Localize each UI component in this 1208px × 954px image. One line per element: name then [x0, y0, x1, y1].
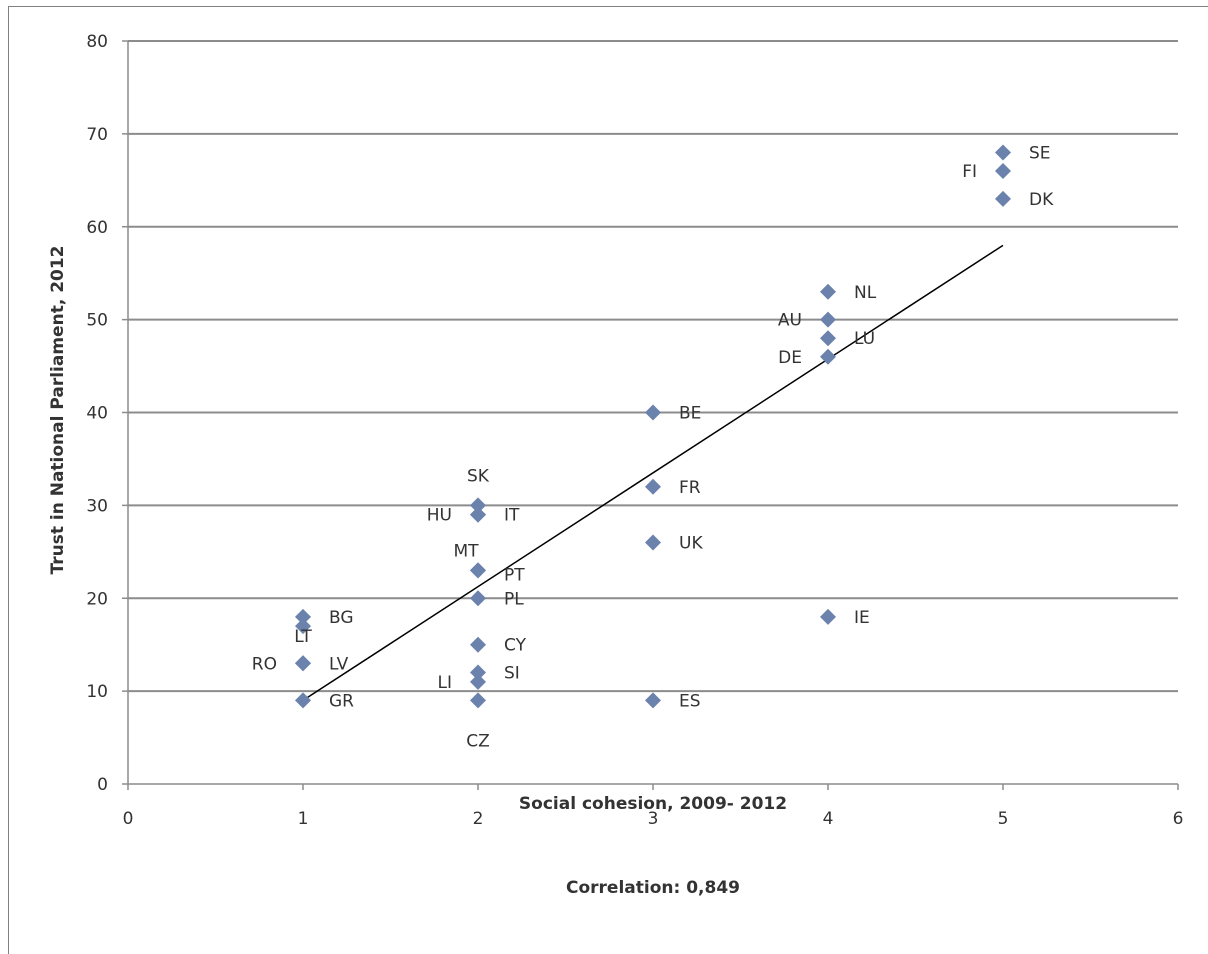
data-point-cy: [470, 636, 486, 653]
data-point-lt: [295, 618, 311, 635]
y-tick-label: 0: [97, 775, 108, 795]
data-point-li: [470, 673, 486, 690]
frame-border: [8, 6, 9, 954]
point-label-fr: FR: [679, 478, 701, 498]
trendline-group: [302, 244, 1004, 702]
x-tick-labels: 0 1 2 3 4 5 6: [123, 809, 1184, 829]
point-label-cy: CY: [504, 636, 527, 656]
x-tick-label: 5: [998, 809, 1009, 829]
point-label-si: SI: [504, 664, 520, 684]
data-point-fi: [995, 163, 1011, 180]
data-point-lv: [295, 655, 311, 672]
data-point-be: [645, 404, 661, 421]
y-tick-label: 70: [86, 125, 108, 145]
point-label-pl: PL: [504, 589, 524, 609]
y-tick-label: 40: [86, 404, 108, 424]
point-label-se: SE: [1029, 143, 1051, 163]
point-label-fi: FI: [962, 162, 977, 182]
data-point-de: [820, 348, 836, 365]
point-label-gr: GR: [329, 691, 354, 711]
y-tick-label: 60: [86, 218, 108, 238]
y-tick-labels: 0 10 20 30 40 50 60 70 80: [86, 32, 108, 795]
data-points: [295, 144, 1011, 709]
data-point-dk: [995, 190, 1011, 207]
data-point-lu: [820, 330, 836, 347]
data-point-pl: [470, 590, 486, 607]
point-label-ro: RO: [252, 654, 277, 674]
x-tick-label: 0: [123, 809, 134, 829]
point-label-lu: LU: [854, 329, 875, 349]
gridlines: [128, 40, 1178, 693]
point-label-hu: HU: [427, 506, 452, 526]
y-tick-label: 10: [86, 682, 108, 702]
data-point-fr: [645, 478, 661, 495]
data-point-gr: [295, 692, 311, 709]
point-label-sk: SK: [467, 466, 490, 486]
point-label-cz: CZ: [466, 731, 490, 751]
data-point-nl: [820, 283, 836, 300]
point-label-de: DE: [778, 348, 802, 368]
y-axis-title: Trust in National Parliament, 2012: [48, 245, 68, 574]
data-point-se: [995, 144, 1011, 161]
point-label-lv: LV: [329, 654, 349, 674]
y-tick-label: 30: [86, 496, 108, 516]
point-label-nl: NL: [854, 283, 877, 303]
data-point-cz: [470, 692, 486, 709]
point-label-es: ES: [679, 691, 701, 711]
x-axis-title: Social cohesion, 2009- 2012: [519, 794, 787, 814]
point-label-it: IT: [504, 506, 520, 526]
point-label-dk: DK: [1029, 190, 1054, 210]
data-point-pt: [470, 562, 486, 579]
point-label-uk: UK: [679, 534, 703, 554]
point-label-ie: IE: [854, 608, 870, 628]
data-point-au: [820, 311, 836, 328]
y-tick-label: 50: [86, 311, 108, 331]
point-label-bg: BG: [329, 608, 354, 628]
data-point-si: [470, 664, 486, 681]
y-tick-label: 20: [86, 589, 108, 609]
data-point-sk: [470, 497, 486, 514]
point-label-li: LI: [438, 673, 453, 693]
point-label-lt: LT: [294, 627, 312, 647]
point-label-pt: PT: [504, 565, 525, 585]
point-labels: SE FI DK NL AU LU DE IE BE FR UK ES SK HU IT MT PT PL CY SI…: [252, 143, 1054, 751]
point-label-au: AU: [778, 311, 802, 331]
data-point-bg: [295, 608, 311, 625]
data-point-es: [645, 692, 661, 709]
x-tick-label: 4: [823, 809, 834, 829]
correlation-note: Correlation: 0,849: [566, 878, 740, 898]
x-tick-label: 2: [473, 809, 484, 829]
frame-border: [8, 6, 1208, 7]
x-tick-label: 3: [648, 809, 659, 829]
data-point-uk: [645, 534, 661, 551]
point-label-mt: MT: [453, 541, 479, 561]
trendline: [302, 244, 1004, 702]
data-point-it: [470, 506, 486, 523]
x-tick-label: 1: [298, 809, 309, 829]
y-tick-label: 80: [86, 32, 108, 52]
point-label-be: BE: [679, 404, 701, 424]
data-point-ie: [820, 608, 836, 625]
x-tick-label: 6: [1173, 809, 1184, 829]
axes: [122, 40, 1179, 790]
